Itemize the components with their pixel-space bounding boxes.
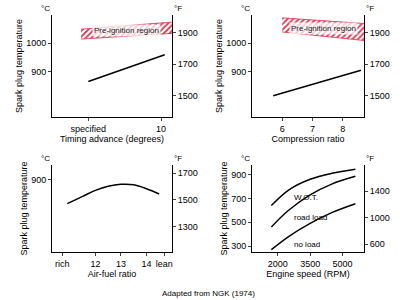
svg-text:Pre-ignition region: Pre-ignition region [94, 26, 159, 35]
svg-text:Adapted from NGK (1974): Adapted from NGK (1974) [162, 289, 255, 298]
svg-text:°C: °C [41, 4, 50, 13]
svg-text:900: 900 [31, 175, 46, 185]
svg-text:°F: °F [366, 154, 374, 163]
svg-text:300: 300 [231, 241, 246, 251]
svg-text:Air-fuel ratio: Air-fuel ratio [88, 269, 137, 279]
svg-text:°C: °C [241, 4, 250, 13]
svg-text:1000: 1000 [26, 38, 46, 48]
svg-text:1900: 1900 [178, 28, 198, 38]
svg-text:5000: 5000 [332, 259, 352, 269]
svg-text:W.O.T.: W.O.T. [294, 193, 318, 202]
svg-text:Spark plug temperature: Spark plug temperature [219, 161, 229, 255]
svg-text:Compression ratio: Compression ratio [271, 134, 344, 144]
svg-text:700: 700 [231, 194, 246, 204]
svg-text:Timing advance (degrees): Timing advance (degrees) [60, 134, 164, 144]
svg-text:specified: specified [71, 124, 107, 134]
svg-text:1000: 1000 [226, 38, 246, 48]
svg-text:Spark plug temperature: Spark plug temperature [214, 19, 224, 113]
svg-text:1500: 1500 [178, 195, 198, 205]
svg-text:Engine speed (RPM): Engine speed (RPM) [266, 269, 350, 279]
svg-text:8: 8 [340, 124, 345, 134]
svg-text:°C: °C [41, 154, 50, 163]
svg-text:900: 900 [231, 170, 246, 180]
svg-text:1700: 1700 [178, 59, 198, 69]
svg-text:900: 900 [31, 67, 46, 77]
svg-text:900: 900 [231, 67, 246, 77]
svg-text:Spark plug temperature: Spark plug temperature [19, 161, 29, 255]
svg-text:°F: °F [174, 4, 182, 13]
svg-text:°F: °F [174, 154, 182, 163]
svg-text:Pre-ignition region: Pre-ignition region [291, 24, 356, 33]
svg-text:1900: 1900 [370, 28, 390, 38]
svg-text:10: 10 [156, 124, 166, 134]
svg-text:1700: 1700 [178, 168, 198, 178]
svg-text:°F: °F [366, 4, 374, 13]
svg-text:12: 12 [90, 259, 100, 269]
svg-text:7: 7 [310, 124, 315, 134]
svg-text:1500: 1500 [370, 91, 390, 101]
svg-text:2000: 2000 [268, 259, 288, 269]
svg-text:no load: no load [294, 240, 320, 249]
svg-text:1000: 1000 [370, 213, 390, 223]
svg-text:1500: 1500 [178, 91, 198, 101]
svg-text:road load: road load [294, 213, 327, 222]
svg-text:°C: °C [241, 154, 250, 163]
svg-text:rich: rich [55, 259, 70, 269]
svg-text:14: 14 [141, 259, 151, 269]
svg-text:Spark plug temperature: Spark plug temperature [14, 19, 24, 113]
svg-text:13: 13 [116, 259, 126, 269]
svg-text:6: 6 [280, 124, 285, 134]
svg-text:500: 500 [231, 217, 246, 227]
svg-text:600: 600 [370, 239, 385, 249]
svg-text:3500: 3500 [300, 259, 320, 269]
svg-text:1300: 1300 [178, 222, 198, 232]
svg-text:1400: 1400 [370, 186, 390, 196]
svg-text:lean: lean [156, 259, 173, 269]
svg-text:1700: 1700 [370, 59, 390, 69]
